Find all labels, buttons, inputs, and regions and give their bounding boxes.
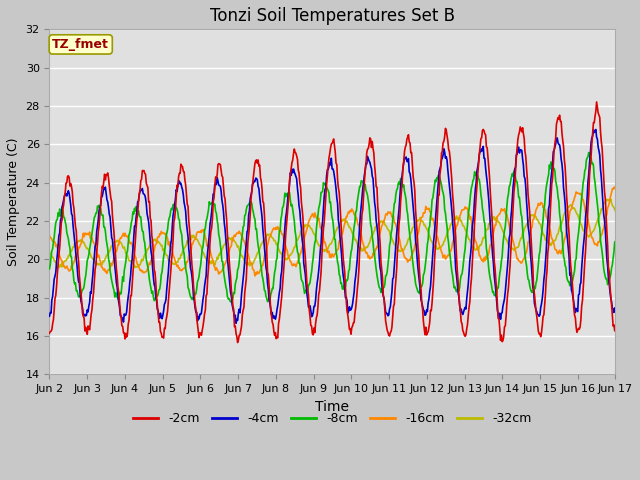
Line: -32cm: -32cm: [49, 199, 616, 267]
-2cm: [403, 143, 410, 148]
-4cm: [45, 313, 53, 319]
-32cm: [419, 218, 426, 224]
-4cm: [232, 320, 240, 326]
-8cm: [585, 150, 593, 156]
Title: Tonzi Soil Temperatures Set B: Tonzi Soil Temperatures Set B: [210, 7, 455, 25]
-4cm: [114, 293, 122, 299]
Y-axis label: Soil Temperature (C): Soil Temperature (C): [7, 138, 20, 266]
-32cm: [45, 249, 53, 255]
-16cm: [251, 273, 259, 279]
-32cm: [403, 242, 410, 248]
-4cm: [202, 277, 209, 283]
-32cm: [612, 208, 620, 214]
-16cm: [419, 214, 426, 220]
-8cm: [612, 238, 620, 244]
-16cm: [45, 233, 53, 239]
-2cm: [56, 244, 63, 250]
-8cm: [172, 205, 179, 211]
-8cm: [45, 266, 53, 272]
-2cm: [114, 285, 122, 290]
-4cm: [419, 303, 426, 309]
-16cm: [114, 241, 122, 247]
Line: -8cm: -8cm: [49, 153, 616, 302]
-16cm: [202, 235, 209, 240]
-32cm: [607, 196, 614, 202]
-4cm: [172, 196, 179, 202]
Legend: -2cm, -4cm, -8cm, -16cm, -32cm: -2cm, -4cm, -8cm, -16cm, -32cm: [128, 407, 537, 430]
Line: -16cm: -16cm: [49, 187, 616, 276]
-8cm: [403, 197, 410, 203]
-32cm: [115, 240, 123, 246]
-32cm: [55, 264, 63, 270]
-2cm: [202, 307, 209, 313]
-32cm: [202, 256, 210, 262]
-32cm: [172, 260, 180, 266]
-32cm: [57, 262, 65, 267]
-2cm: [419, 307, 426, 312]
-4cm: [592, 127, 600, 132]
-8cm: [419, 281, 426, 287]
-2cm: [45, 330, 53, 336]
-16cm: [56, 253, 63, 259]
-8cm: [227, 299, 235, 305]
-16cm: [403, 256, 410, 262]
-16cm: [172, 259, 179, 265]
-8cm: [56, 206, 63, 212]
Text: TZ_fmet: TZ_fmet: [52, 38, 109, 51]
-2cm: [234, 340, 241, 346]
-2cm: [172, 207, 179, 213]
X-axis label: Time: Time: [316, 400, 349, 414]
-8cm: [114, 296, 122, 302]
-4cm: [56, 230, 63, 236]
-2cm: [612, 328, 620, 334]
-16cm: [612, 184, 620, 190]
-2cm: [593, 99, 600, 105]
-8cm: [202, 225, 209, 231]
-4cm: [612, 305, 620, 311]
Line: -2cm: -2cm: [49, 102, 616, 343]
Line: -4cm: -4cm: [49, 130, 616, 323]
-4cm: [403, 154, 410, 160]
